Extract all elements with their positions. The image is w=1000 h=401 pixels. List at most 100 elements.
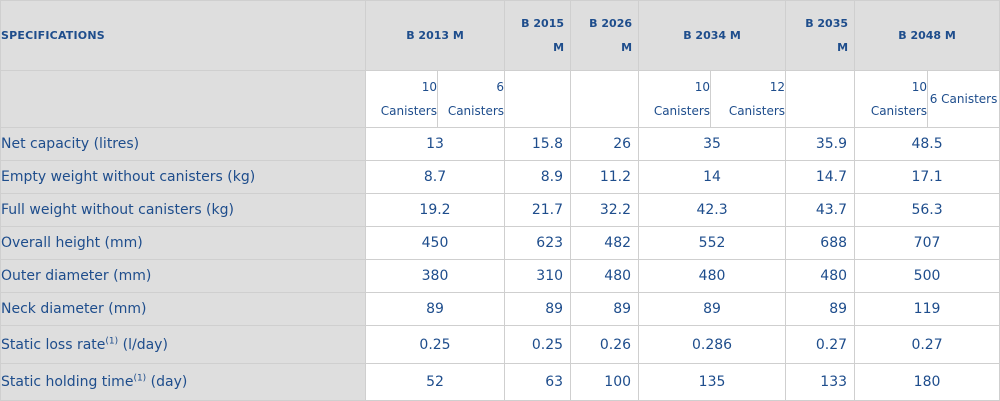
spec-label-text: Static holding time [1,374,134,390]
subheader-word: Canisters [447,104,505,118]
subheader-b2048m-6-canisters: 6 Canisters [927,70,1000,128]
spec-row-outer-diameter: Outer diameter (mm) 380 310 480 480 480 … [0,259,1000,293]
spec-value-b2048m: 119 [854,292,1000,326]
spec-label: Neck diameter (mm) [0,292,366,326]
subheader-number: 10 [911,80,928,94]
spec-value-b2013m: 89 [364,292,506,326]
spec-label-unit: (l/day) [118,336,168,353]
canister-subheader-row: 10 Canisters 6 Canisters 10 Canisters 12… [0,70,1000,128]
subheader-word: Canisters [728,104,786,118]
spec-value-b2034m: 480 [638,259,787,293]
subheader-word: Canisters [653,104,711,118]
spec-value-b2048m: 56.3 [854,193,1000,227]
spec-value-b2013m: 8.7 [364,160,506,194]
spec-label: Full weight without canisters (kg) [0,193,366,227]
model-header-b2035m-line1: B 2035 [805,16,849,30]
model-header-b2035m: B 2035 M [785,0,856,71]
spec-value-b2048m: 48.5 [854,127,1000,161]
model-header-b2026m-line2: M [621,40,633,54]
spec-value-b2026m: 11.2 [570,160,640,194]
spec-value-b2026m: 100 [570,363,640,401]
spec-value-b2013m: 450 [364,226,506,260]
footnote-marker: (1) [105,335,119,346]
spec-value-b2048m: 500 [854,259,1000,293]
spec-label: Outer diameter (mm) [0,259,366,293]
spec-value-b2015m: 21.7 [504,193,572,227]
spec-value-b2026m: 0.26 [570,325,640,364]
spec-value-b2035m: 480 [785,259,856,293]
spec-value-b2015m: 0.25 [504,325,572,364]
spec-label-text: Static loss rate [1,336,106,353]
spec-value-b2035m: 688 [785,226,856,260]
model-header-b2026m-line1: B 2026 [589,16,633,30]
subheader-b2015m-blank [504,70,572,128]
spec-value-b2035m: 89 [785,292,856,326]
subheader-number: 10 [694,80,711,94]
spec-value-b2035m: 35.9 [785,127,856,161]
spec-value-b2034m: 552 [638,226,787,260]
spec-value-b2048m: 0.27 [854,325,1000,364]
spec-value-b2035m: 0.27 [785,325,856,364]
spec-value-b2035m: 133 [785,363,856,401]
model-header-b2048m: B 2048 M [854,0,1000,71]
subheader-word: Canisters [870,104,928,118]
spec-value-b2048m: 180 [854,363,1000,401]
model-header-b2035m-line2: M [837,40,849,54]
subheader-word: Canisters [380,104,437,118]
spec-row-full-weight: Full weight without canisters (kg) 19.2 … [0,193,1000,227]
spec-value-b2015m: 623 [504,226,572,260]
spec-value-b2034m: 42.3 [638,193,787,227]
spec-value-b2034m: 135 [638,363,787,401]
spec-value-b2015m: 15.8 [504,127,572,161]
subheader-b2034m-10-canisters: 10 Canisters [638,70,712,128]
spec-row-static-loss-rate: Static loss rate(1) (l/day) 0.25 0.25 0.… [0,325,1000,364]
spec-value-b2015m: 89 [504,292,572,326]
subheader-b2013m-10-canisters: 10 Canisters [365,70,438,128]
spec-row-overall-height: Overall height (mm) 450 623 482 552 688 … [0,226,1000,260]
spec-value-b2026m: 32.2 [570,193,640,227]
spec-value-b2035m: 14.7 [785,160,856,194]
spec-row-static-holding-time: Static holding time(1) (day) 52 63 100 1… [0,363,1000,401]
subheader-number: 10 [421,80,437,94]
spec-value-b2048m: 17.1 [854,160,1000,194]
spec-value-b2048m: 707 [854,226,1000,260]
spec-value-b2026m: 26 [570,127,640,161]
spec-label: Static holding time(1) (day) [0,363,366,401]
spec-value-b2013m: 380 [364,259,506,293]
spec-value-b2034m: 35 [638,127,787,161]
subheader-blank [0,70,366,128]
spec-label: Static loss rate(1) (l/day) [0,325,366,364]
subheader-number: 6 [496,80,505,94]
subheader-b2026m-blank [570,70,640,128]
model-header-b2013m: B 2013 M [364,0,506,71]
subheader-number: 12 [769,80,786,94]
spec-row-empty-weight: Empty weight without canisters (kg) 8.7 … [0,160,1000,194]
spec-value-b2013m: 13 [364,127,506,161]
spec-value-b2034m: 14 [638,160,787,194]
subheader-b2048m-10-canisters: 10 Canisters [854,70,929,128]
spec-value-b2015m: 8.9 [504,160,572,194]
spec-value-b2013m: 19.2 [364,193,506,227]
spec-value-b2035m: 43.7 [785,193,856,227]
spec-label-unit: (day) [146,374,188,390]
model-header-b2034m: B 2034 M [638,0,787,71]
subheader-b2013m-6-canisters: 6 Canisters [436,70,506,128]
model-header-row: SPECIFICATIONS B 2013 M B 2015 M B 2026 … [0,0,1000,71]
spec-value-b2013m: 0.25 [364,325,506,364]
spec-value-b2015m: 310 [504,259,572,293]
spec-value-b2034m: 89 [638,292,787,326]
subheader-b2035m-blank [785,70,856,128]
footnote-marker: (1) [133,373,147,384]
spec-value-b2026m: 482 [570,226,640,260]
spec-value-b2015m: 63 [504,363,572,401]
model-header-b2015m-line2: M [553,40,565,54]
spec-row-neck-diameter: Neck diameter (mm) 89 89 89 89 89 119 [0,292,1000,326]
spec-label: Overall height (mm) [0,226,366,260]
spec-value-b2013m: 52 [364,363,506,401]
spec-value-b2034m: 0.286 [638,325,787,364]
spec-value-b2026m: 480 [570,259,640,293]
subheader-b2034m-12-canisters: 12 Canisters [710,70,787,128]
model-header-b2026m: B 2026 M [570,0,640,71]
spec-label: Empty weight without canisters (kg) [0,160,366,194]
